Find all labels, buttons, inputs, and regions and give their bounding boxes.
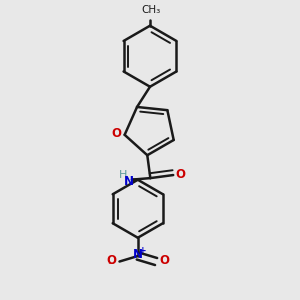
Text: N: N [123, 175, 134, 188]
Text: CH₃: CH₃ [141, 5, 160, 15]
Text: H: H [119, 170, 127, 180]
Text: N: N [133, 248, 143, 261]
Text: ⁻: ⁻ [108, 260, 114, 274]
Text: O: O [176, 168, 186, 181]
Text: O: O [112, 127, 122, 140]
Text: +: + [139, 246, 146, 255]
Text: O: O [106, 254, 116, 267]
Text: O: O [160, 254, 170, 267]
